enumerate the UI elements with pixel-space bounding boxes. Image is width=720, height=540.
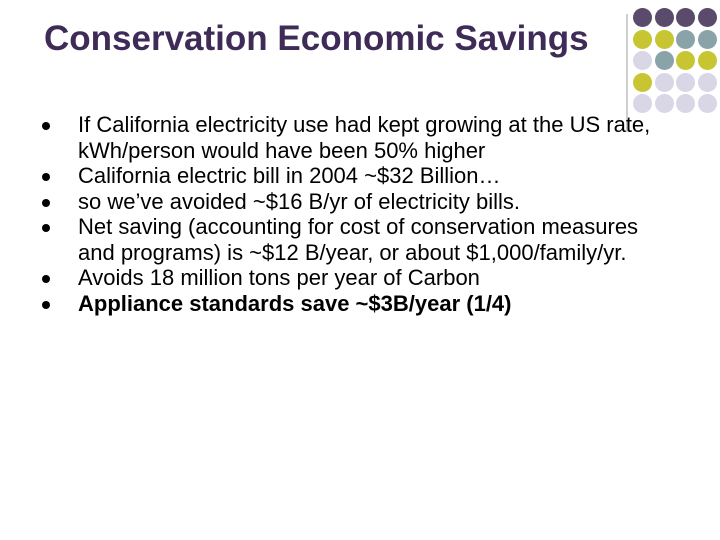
bullet-text: Avoids 18 million tons per year of Carbo… bbox=[78, 265, 480, 290]
decorative-dot bbox=[676, 72, 695, 92]
bullet-text: Net saving (accounting for cost of conse… bbox=[78, 214, 639, 265]
bullet-text: Appliance standards save ~$3B/year (1/4) bbox=[78, 290, 512, 316]
decorative-dot bbox=[697, 94, 717, 113]
decorative-dot bbox=[633, 8, 652, 27]
decorative-dot bbox=[654, 72, 674, 92]
decorative-dot bbox=[654, 29, 674, 49]
decorative-dot bbox=[697, 8, 717, 27]
bullet-marker-icon bbox=[42, 275, 50, 283]
bullet-text: so we’ve avoided ~$16 B/yr of electricit… bbox=[78, 188, 521, 214]
bullet-list: If California electricity use had kept g… bbox=[42, 112, 662, 316]
bullet-item: so we’ve avoided ~$16 B/yr of electricit… bbox=[42, 189, 662, 215]
decorative-dot bbox=[633, 72, 652, 92]
bullet-marker-icon bbox=[42, 198, 50, 207]
slide-title: Conservation Economic Savings bbox=[44, 19, 589, 58]
bullet-marker-icon bbox=[42, 224, 50, 232]
decorative-dot bbox=[697, 29, 717, 49]
decorative-dot bbox=[676, 29, 695, 49]
title-divider-line bbox=[626, 14, 628, 132]
bullet-text: If California electricity use had kept g… bbox=[78, 112, 651, 163]
bullet-item: Avoids 18 million tons per year of Carbo… bbox=[42, 265, 662, 291]
decorative-dot bbox=[676, 51, 695, 70]
bullet-item: If California electricity use had kept g… bbox=[42, 112, 662, 163]
bullet-marker-icon bbox=[42, 122, 50, 130]
bullet-marker-icon bbox=[42, 300, 50, 309]
bullet-text: California electric bill in 2004 ~$32 Bi… bbox=[78, 163, 501, 188]
bullet-item: Appliance standards save ~$3B/year (1/4) bbox=[42, 291, 662, 317]
decorative-dot bbox=[654, 8, 674, 27]
decorative-dot bbox=[654, 51, 674, 70]
decorative-dot bbox=[697, 72, 717, 92]
decorative-dot bbox=[633, 51, 652, 70]
decorative-dot bbox=[676, 8, 695, 27]
decorative-dot bbox=[633, 29, 652, 49]
decorative-dot bbox=[676, 94, 695, 113]
bullet-marker-icon bbox=[42, 173, 50, 181]
bullet-item: California electric bill in 2004 ~$32 Bi… bbox=[42, 163, 662, 189]
decorative-dot bbox=[697, 51, 717, 70]
decorative-dot bbox=[633, 94, 652, 113]
bullet-item: Net saving (accounting for cost of conse… bbox=[42, 214, 662, 265]
decorative-dot bbox=[654, 94, 674, 113]
